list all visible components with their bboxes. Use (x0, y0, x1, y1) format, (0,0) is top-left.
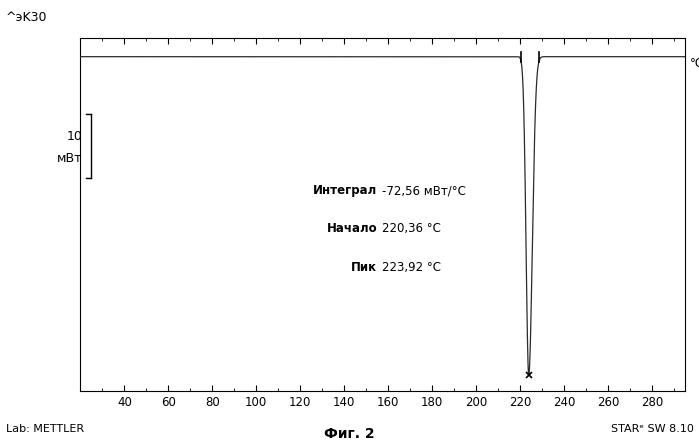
Text: 223,92 °C: 223,92 °C (382, 261, 440, 274)
Text: Интеграл: Интеграл (313, 184, 377, 197)
Text: 10: 10 (66, 130, 82, 143)
Text: °C: °C (689, 57, 699, 70)
Text: -72,56 мВт/°C: -72,56 мВт/°C (382, 184, 466, 197)
Text: Lab: METTLER: Lab: METTLER (6, 424, 84, 434)
Text: мВт: мВт (57, 152, 82, 165)
Text: Пик: Пик (351, 261, 377, 274)
Text: Фиг. 2: Фиг. 2 (324, 427, 375, 441)
Text: ^эK30: ^эK30 (6, 11, 47, 24)
Text: 220,36 °C: 220,36 °C (382, 222, 440, 235)
Text: Начало: Начало (326, 222, 377, 235)
Text: STARᵉ SW 8.10: STARᵉ SW 8.10 (610, 424, 693, 434)
